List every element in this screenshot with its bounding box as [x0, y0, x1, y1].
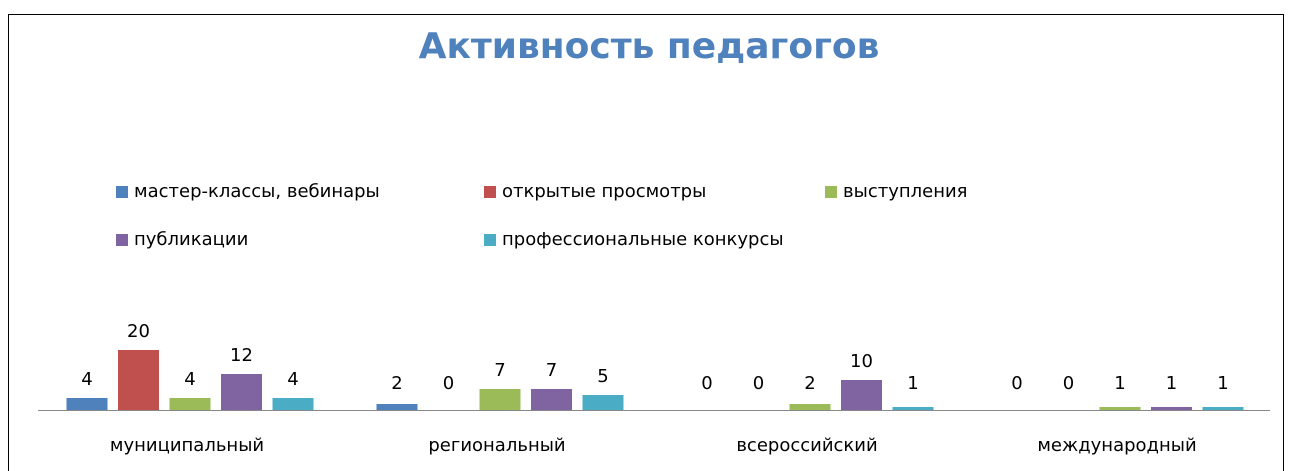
legend-label: открытые просмотры: [502, 181, 706, 202]
legend-label: мастер-классы, вебинары: [134, 181, 380, 202]
chart-border: [8, 14, 1284, 471]
value-label: 0: [443, 373, 454, 394]
value-label: 1: [1217, 373, 1228, 394]
value-label: 10: [850, 351, 873, 372]
legend-swatch: [116, 186, 128, 198]
value-label: 4: [184, 369, 195, 390]
legend-swatch: [484, 186, 496, 198]
bar: [531, 389, 572, 410]
bar: [1099, 407, 1141, 410]
value-label: 5: [597, 366, 608, 387]
bar: [66, 398, 108, 410]
x-tick-label: всероссийский: [736, 435, 877, 456]
bar: [582, 395, 624, 410]
x-tick-label: региональный: [428, 435, 565, 456]
bar: [221, 374, 262, 410]
bar: [376, 404, 418, 410]
legend-swatch: [825, 186, 837, 198]
bar: [1151, 407, 1192, 410]
x-tick-label: международный: [1037, 435, 1196, 456]
legend-label: выступления: [843, 181, 968, 202]
bar: [479, 389, 521, 410]
value-label: 4: [81, 369, 92, 390]
value-label: 1: [1114, 373, 1125, 394]
value-label: 2: [391, 373, 402, 394]
value-label: 7: [546, 360, 557, 381]
bar: [272, 398, 314, 410]
value-label: 20: [127, 321, 150, 342]
value-label: 0: [753, 373, 764, 394]
value-label: 0: [1011, 373, 1022, 394]
bar: [169, 398, 211, 410]
value-label: 1: [907, 373, 918, 394]
value-label: 1: [1166, 373, 1177, 394]
legend-swatch: [116, 234, 128, 246]
legend-swatch: [484, 234, 496, 246]
value-label: 7: [494, 360, 505, 381]
bar: [892, 407, 934, 410]
bar: [118, 350, 159, 410]
value-label: 2: [804, 373, 815, 394]
value-label: 4: [287, 369, 298, 390]
legend-label: публикации: [134, 229, 248, 250]
bar: [1202, 407, 1244, 410]
legend-label: профессиональные конкурсы: [502, 229, 784, 250]
value-label: 0: [1063, 373, 1074, 394]
x-tick-label: муниципальный: [110, 435, 264, 456]
value-label: 12: [230, 345, 253, 366]
chart-title: Активность педагогов: [419, 26, 880, 67]
value-label: 0: [701, 373, 712, 394]
bar: [789, 404, 831, 410]
bar: [841, 380, 882, 410]
